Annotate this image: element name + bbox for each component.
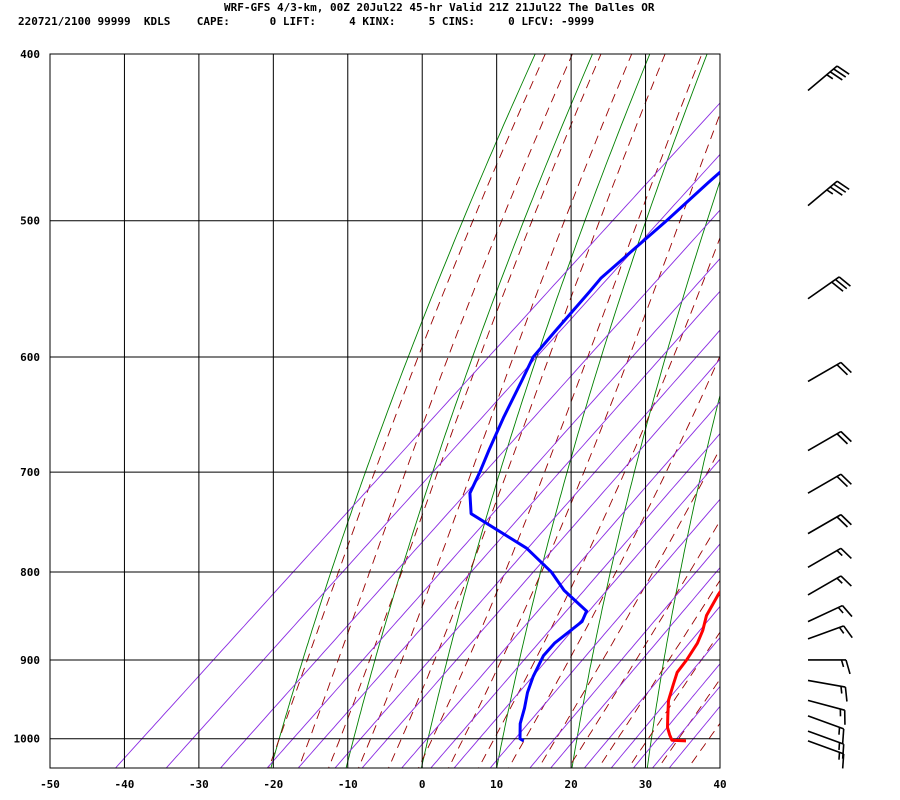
temperature-line (666, 589, 720, 743)
wind-barb (807, 473, 852, 494)
mixing-ratio-line (401, 401, 720, 768)
mixing-ratio-line (550, 566, 720, 768)
mixing-ratio-line (668, 705, 720, 768)
moist-adiabat-line (268, 54, 546, 768)
y-tick-label: 400 (20, 48, 40, 61)
grid (49, 53, 721, 769)
x-tick-label: -50 (40, 778, 60, 791)
x-tick-label: -40 (115, 778, 135, 791)
moist-adiabat-line (507, 354, 720, 768)
y-tick-label: 900 (20, 654, 40, 667)
chart-title: WRF-GFS 4/3-km, 00Z 20Jul22 45-hr Valid … (224, 1, 655, 14)
chart-subtitle: 220721/2100 99999 KDLS CAPE: 0 LIFT: 4 K… (18, 15, 595, 28)
x-tick-label: -20 (263, 778, 283, 791)
mixing-ratio-line (453, 458, 720, 768)
moist-adiabat-line (298, 54, 573, 768)
mixing-ratio-line (297, 290, 720, 768)
dry-adiabat-line (646, 393, 720, 768)
wind-barb (807, 361, 852, 383)
x-tick-label: 0 (419, 778, 426, 791)
wind-barb (807, 699, 846, 725)
wind-barb (807, 65, 850, 92)
wind-barb (807, 180, 850, 207)
wind-barb (807, 625, 853, 640)
plot-area (114, 16, 900, 776)
wind-barb (807, 715, 845, 744)
moist-adiabat-line (567, 519, 720, 768)
mixing-ratio-line (610, 636, 720, 768)
y-tick-label: 800 (20, 566, 40, 579)
moist-adiabat-line (328, 54, 602, 768)
dry-adiabat-line (797, 16, 900, 776)
dry-adiabats (270, 16, 900, 776)
x-tick-label: -30 (189, 778, 209, 791)
plot-frame (49, 53, 721, 769)
dry-adiabat-line (420, 54, 651, 768)
wind-barb (807, 740, 845, 769)
wind-barb (807, 604, 853, 623)
dry-adiabat-line (873, 16, 900, 776)
wind-barb (807, 276, 851, 300)
moist-adiabat-line (627, 631, 720, 768)
x-tick-label: 20 (564, 778, 577, 791)
dry-adiabat-line (722, 16, 892, 776)
wind-barb (807, 730, 845, 759)
x-tick-label: 10 (490, 778, 503, 791)
profiles (468, 170, 720, 743)
y-tick-label: 1000 (14, 733, 41, 746)
mixing-ratio-line (583, 605, 720, 768)
wind-barb (807, 513, 852, 535)
wind-barbs (807, 65, 853, 769)
moist-adiabat-line (418, 54, 703, 768)
mixing-ratio-line (165, 153, 720, 768)
wind-barb (807, 575, 852, 596)
y-tick-label: 600 (20, 351, 40, 364)
x-tick-label: -10 (338, 778, 358, 791)
y-tick-label: 500 (20, 215, 40, 228)
mixing-ratio-line (361, 358, 720, 768)
wind-barb (808, 659, 851, 675)
x-tick-label: 30 (639, 778, 652, 791)
wind-barb (807, 430, 852, 452)
dry-adiabat-line (571, 179, 720, 768)
x-tick-label: 40 (713, 778, 726, 791)
moist-adiabat-line (358, 54, 633, 768)
mixing-ratio-line (266, 257, 720, 768)
moist-adiabat-line (717, 764, 720, 768)
mixing-ratio-line (219, 209, 720, 768)
dry-adiabat-line (270, 54, 536, 768)
dewpoint-line (468, 170, 720, 743)
moist-adiabat-line (477, 236, 720, 768)
moist-adiabat-line (447, 112, 720, 768)
moist-adiabat-line (537, 447, 720, 768)
moist-adiabat-line (657, 678, 720, 768)
y-tick-label: 700 (20, 466, 40, 479)
mixing-ratio-line (632, 663, 720, 768)
axes: -50 -40 -30 -20 -10 0 10 20 30 40 400 500 600 700 800 9… (14, 48, 727, 791)
mixing-ratio-line (114, 102, 720, 768)
mixing-ratio-lines (114, 102, 720, 768)
moist-adiabat-line (687, 722, 720, 768)
moist-adiabat-line (388, 54, 666, 768)
mixing-ratio-line (489, 498, 720, 768)
mixing-ratio-line (651, 685, 720, 768)
wind-barb (807, 547, 852, 568)
moist-adiabat-line (597, 579, 720, 768)
dry-adiabat-line (496, 54, 708, 768)
mixing-ratio-line (529, 543, 720, 768)
mixing-ratio-line (334, 329, 720, 768)
wind-barb (807, 679, 848, 702)
